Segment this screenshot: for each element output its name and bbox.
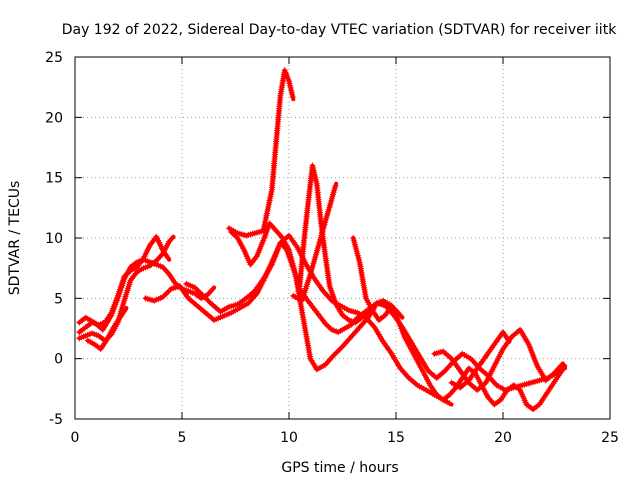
y-tick-label: 5 xyxy=(54,291,63,307)
series-trace-3 xyxy=(76,234,176,344)
x-axis-label: GPS time / hours xyxy=(281,460,398,476)
y-tick-label: -5 xyxy=(49,412,63,428)
series-markers xyxy=(448,329,512,391)
x-tick-label: 5 xyxy=(178,430,187,446)
y-tick-label: 20 xyxy=(45,110,63,126)
series-trace-2 xyxy=(76,233,172,336)
y-tick-label: 15 xyxy=(45,171,63,187)
series-line xyxy=(227,68,296,238)
series-markers xyxy=(296,162,376,326)
series-markers xyxy=(226,67,296,239)
series-trace-7 xyxy=(226,67,296,239)
data-series xyxy=(76,67,568,413)
y-tick-label: 0 xyxy=(54,352,63,368)
chart-title: Day 192 of 2022, Sidereal Day-to-day VTE… xyxy=(62,22,617,38)
series-trace-4 xyxy=(84,306,129,352)
series-markers xyxy=(290,182,339,304)
series-markers xyxy=(183,232,453,407)
x-tick-label: 0 xyxy=(71,430,80,446)
x-tick-label: 20 xyxy=(494,430,512,446)
y-axis-label: SDTVAR / TECUs xyxy=(7,181,23,296)
series-markers xyxy=(76,233,171,336)
y-tick-label: 25 xyxy=(45,50,63,66)
series-trace-6 xyxy=(183,232,454,407)
x-tick-label: 10 xyxy=(280,430,298,446)
axis-ticks: 0 5 10 15 20 25 -5 0 5 10 15 20 25 xyxy=(45,50,619,446)
y-tick-label: 10 xyxy=(45,231,63,247)
x-tick-label: 25 xyxy=(601,430,619,446)
series-trace-13 xyxy=(448,329,512,391)
series-trace-11 xyxy=(350,235,568,413)
x-tick-label: 15 xyxy=(387,430,405,446)
series-trace-9 xyxy=(290,181,339,304)
series-markers xyxy=(84,306,129,352)
series-trace-10 xyxy=(296,162,377,326)
